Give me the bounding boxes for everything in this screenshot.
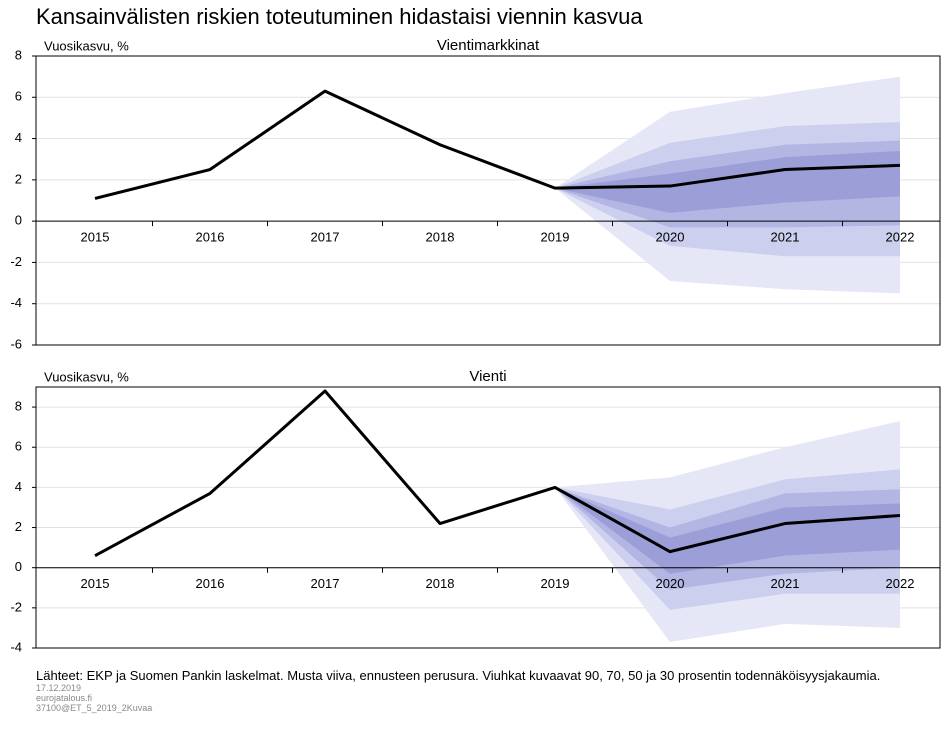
- x-tick-label: 2020: [656, 230, 685, 245]
- fan-band: [555, 487, 900, 574]
- fan-band: [555, 150, 900, 213]
- x-tick-label: 2018: [426, 230, 455, 245]
- y-tick-label: 2: [15, 171, 22, 186]
- x-tick-label: 2015: [81, 230, 110, 245]
- line: [94, 89, 901, 200]
- x-tick-label: 2021: [771, 230, 800, 245]
- x-tick-label: 2016: [196, 576, 225, 591]
- footer: Lähteet: EKP ja Suomen Pankin laskelmat.…: [36, 668, 906, 713]
- y-tick-label: 4: [15, 479, 22, 494]
- y-tick-label: 6: [15, 439, 22, 454]
- x-tick-label: 2019: [541, 576, 570, 591]
- y-tick-label: -2: [10, 599, 22, 614]
- y-tick-label: 0: [15, 213, 22, 228]
- y-tick-label: 4: [15, 130, 22, 145]
- y-tick-label: 0: [15, 559, 22, 574]
- meta: 17.12.2019: [36, 683, 82, 693]
- y-tick-label: 2: [15, 519, 22, 534]
- x-tick-label: 2019: [541, 230, 570, 245]
- y-axis-label: Vuosikasvu, %: [44, 369, 129, 384]
- x-tick-label: 2022: [886, 576, 915, 591]
- chart-title: Vienti: [469, 368, 506, 385]
- plot-frame: [35, 55, 941, 346]
- plot-frame: [35, 386, 941, 649]
- meta: eurojatalous.fi: [36, 693, 93, 703]
- y-tick-label: -6: [10, 336, 22, 351]
- meta: 37100@ET_5_2019_2Kuvaa: [36, 703, 153, 713]
- y-tick-label: 8: [15, 399, 22, 414]
- y-tick-label: 8: [15, 47, 22, 62]
- x-tick-label: 2015: [81, 576, 110, 591]
- x-tick-label: 2016: [196, 230, 225, 245]
- x-tick-label: 2017: [311, 230, 340, 245]
- page-title: Kansainvälisten riskien toteutuminen hid…: [36, 4, 643, 29]
- chart-title: Vientimarkkinat: [437, 37, 540, 54]
- x-tick-label: 2017: [311, 576, 340, 591]
- line: [94, 389, 901, 557]
- y-tick-label: -4: [10, 295, 22, 310]
- x-tick-label: 2021: [771, 576, 800, 591]
- x-tick-label: 2022: [886, 230, 915, 245]
- x-tick-label: 2020: [656, 576, 685, 591]
- footnote: Lähteet: EKP ja Suomen Pankin laskelmat.…: [36, 668, 881, 683]
- y-tick-label: -2: [10, 254, 22, 269]
- y-tick-label: -4: [10, 639, 22, 654]
- x-tick-label: 2018: [426, 576, 455, 591]
- y-tick-label: 6: [15, 89, 22, 104]
- chart: Kansainvälisten riskien toteutuminen hid…: [10, 4, 941, 654]
- y-axis-label: Vuosikasvu, %: [44, 38, 129, 53]
